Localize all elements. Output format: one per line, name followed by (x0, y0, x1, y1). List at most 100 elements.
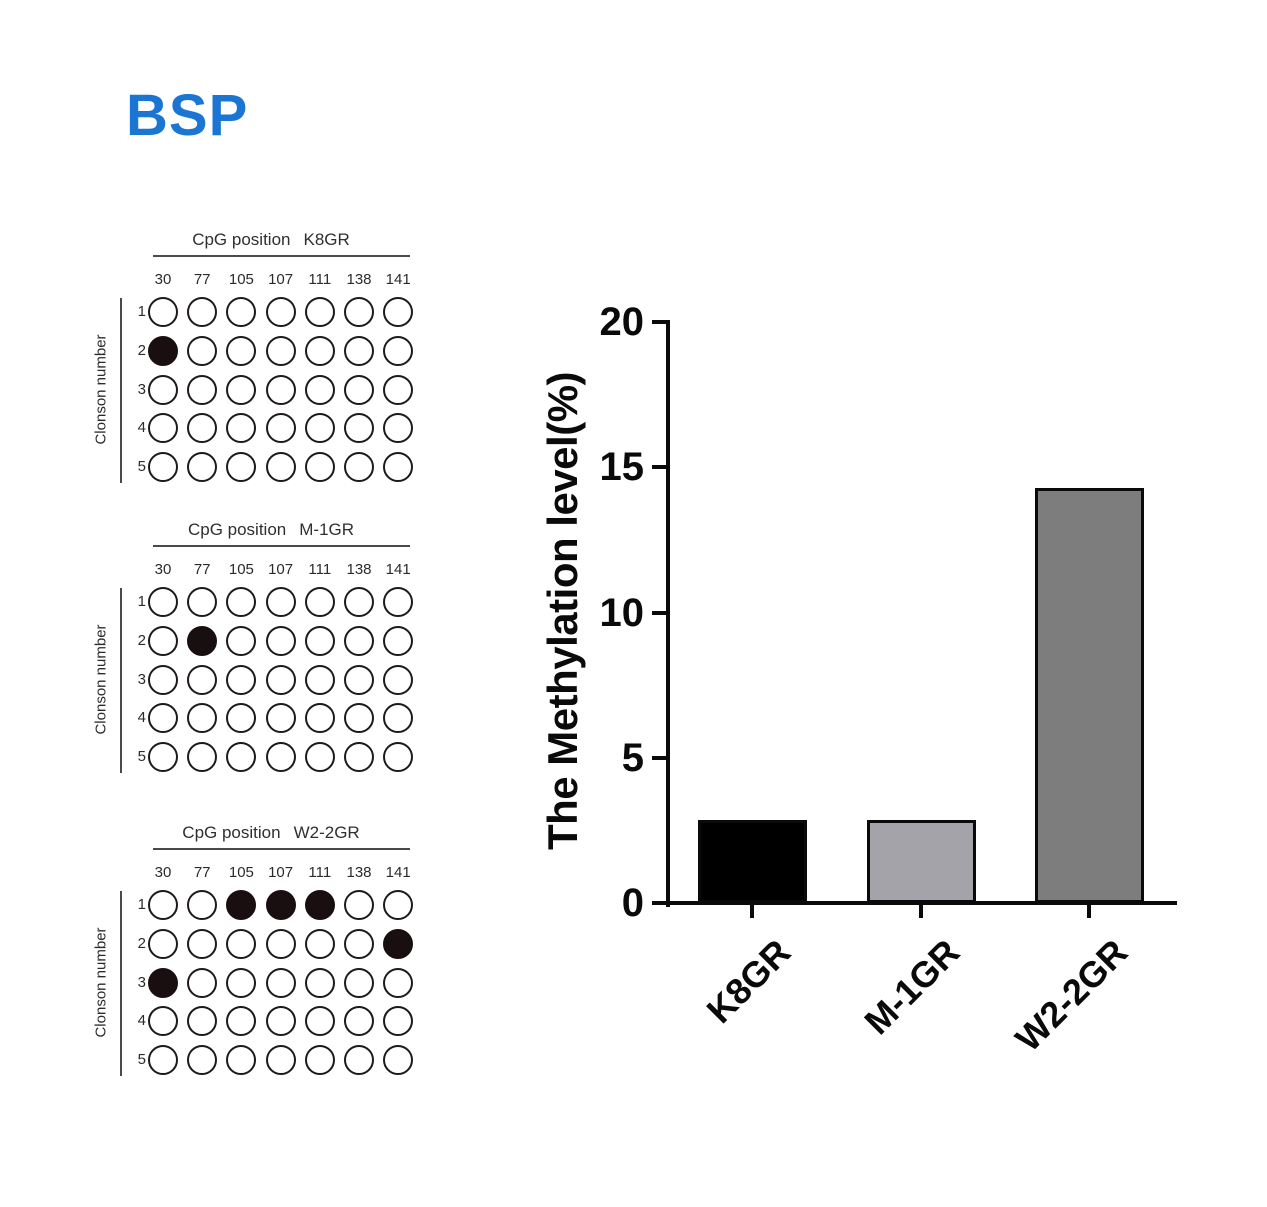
cpg-position-label: 107 (268, 561, 294, 578)
methylation-dot-filled (226, 890, 257, 920)
cpg-position-label: 111 (308, 271, 332, 288)
panel-title: CpG position K8GR (140, 230, 402, 250)
cpg-position-label: 105 (228, 864, 254, 881)
methylation-dot-open (383, 587, 414, 617)
clone-number-label: 4 (137, 709, 146, 727)
methylation-dot-open (265, 742, 296, 772)
methylation-dot-open (304, 374, 335, 405)
methylation-dot-open (344, 890, 374, 920)
y-tick-label: 20 (599, 300, 645, 344)
methylation-dot-open (344, 703, 374, 734)
clone-number-label: 5 (137, 458, 146, 475)
y-tick-label: 0 (621, 881, 644, 925)
x-tick (750, 905, 754, 918)
x-tick (919, 905, 923, 918)
methylation-dot-open (383, 625, 414, 656)
panel-title-sample-name: W2-2GR (293, 823, 360, 842)
y-tick-label: 5 (621, 735, 644, 780)
methylation-dot-open (344, 413, 374, 444)
clone-number-label: 4 (137, 419, 146, 437)
panel-title-prefix: CpG position (187, 520, 287, 539)
cpg-position-label: 30 (154, 864, 172, 881)
methylation-dot-open (148, 413, 178, 444)
methylation-dot-open (304, 452, 335, 482)
methylation-dot-open (148, 890, 178, 920)
y-axis-title: The Methylation level(%) (539, 371, 586, 851)
panel-title-sample-name: M-1GR (299, 520, 355, 539)
methylation-dot-open (344, 742, 374, 772)
methylation-dot-open (187, 967, 218, 998)
methylation-dot-open (148, 664, 178, 695)
methylation-dot-open (226, 297, 257, 327)
methylation-dot-open (148, 742, 178, 772)
methylation-dot-open (383, 413, 414, 444)
methylation-dot-open (304, 664, 335, 695)
methylation-dot-open (148, 928, 178, 959)
clone-number-label: 1 (137, 896, 146, 913)
methylation-dot-open (304, 587, 335, 617)
cpg-position-label: 107 (268, 864, 294, 881)
methylation-dot-open (383, 1006, 414, 1037)
methylation-dot-open (226, 928, 257, 959)
methylation-dot-open (148, 625, 178, 656)
methylation-dot-open (265, 928, 296, 959)
clone-number-label: 3 (137, 670, 146, 688)
methylation-dot-open (187, 664, 218, 695)
methylation-dot-open (344, 374, 374, 405)
bar-W2-2GR (1034, 487, 1144, 903)
methylation-dot-open (383, 335, 414, 366)
clone-number-label: 4 (137, 1012, 146, 1030)
methylation-dot-open (187, 703, 218, 734)
cpg-position-label: 77 (193, 864, 211, 881)
y-tick (652, 465, 666, 470)
methylation-dot-open (265, 413, 296, 444)
panel-title-prefix: CpG position (182, 823, 281, 842)
panel-title-prefix: CpG position (192, 230, 291, 249)
methylation-dot-open (304, 335, 335, 366)
methylation-dot-open (187, 890, 218, 920)
methylation-dot-open (187, 1006, 218, 1037)
cpg-position-label: 141 (385, 864, 411, 881)
methylation-dot-open (148, 452, 178, 482)
methylation-dot-open (265, 1045, 296, 1075)
methylation-dot-open (187, 335, 218, 366)
methylation-dot-open (344, 1045, 374, 1075)
panel-title-underline (153, 848, 410, 850)
methylation-dot-open (344, 625, 374, 656)
methylation-dot-open (226, 703, 257, 734)
y-tick (652, 755, 666, 760)
x-axis-line (666, 901, 1177, 905)
y-tick (652, 320, 666, 324)
methylation-dot-open (304, 928, 335, 959)
methylation-dot-open (148, 587, 178, 617)
methylation-dot-open (187, 374, 218, 405)
methylation-dot-open (265, 703, 296, 734)
methylation-dot-open (265, 374, 296, 405)
methylation-dot-open (226, 742, 257, 772)
cpg-position-label: 30 (154, 561, 172, 578)
clone-number-label: 5 (137, 748, 146, 765)
y-tick-label: 10 (599, 590, 645, 635)
x-category-label: W2-2GR (1007, 931, 1136, 1060)
methylation-dot-open (226, 1006, 257, 1037)
y-tick-label: 15 (599, 445, 645, 490)
methylation-dot-open (187, 452, 218, 482)
methylation-dot-open (304, 1006, 335, 1037)
panel-title-sample-name: K8GR (303, 230, 350, 249)
cpg-position-label: 30 (154, 271, 172, 288)
methylation-dot-open (226, 1045, 257, 1075)
methylation-dot-open (148, 1045, 178, 1075)
methylation-dot-open (383, 742, 414, 772)
cpg-position-label: 141 (385, 271, 411, 288)
cpg-position-label: 138 (346, 561, 372, 578)
cpg-position-label: 105 (228, 271, 254, 288)
methylation-dot-open (304, 625, 335, 656)
x-category-label: K8GR (698, 931, 799, 1032)
methylation-dot-filled (187, 625, 218, 656)
methylation-dot-open (304, 703, 335, 734)
methylation-dot-open (226, 664, 257, 695)
methylation-dot-filled (265, 890, 296, 920)
methylation-dot-open (265, 625, 296, 656)
clone-number-label: 2 (137, 341, 146, 359)
